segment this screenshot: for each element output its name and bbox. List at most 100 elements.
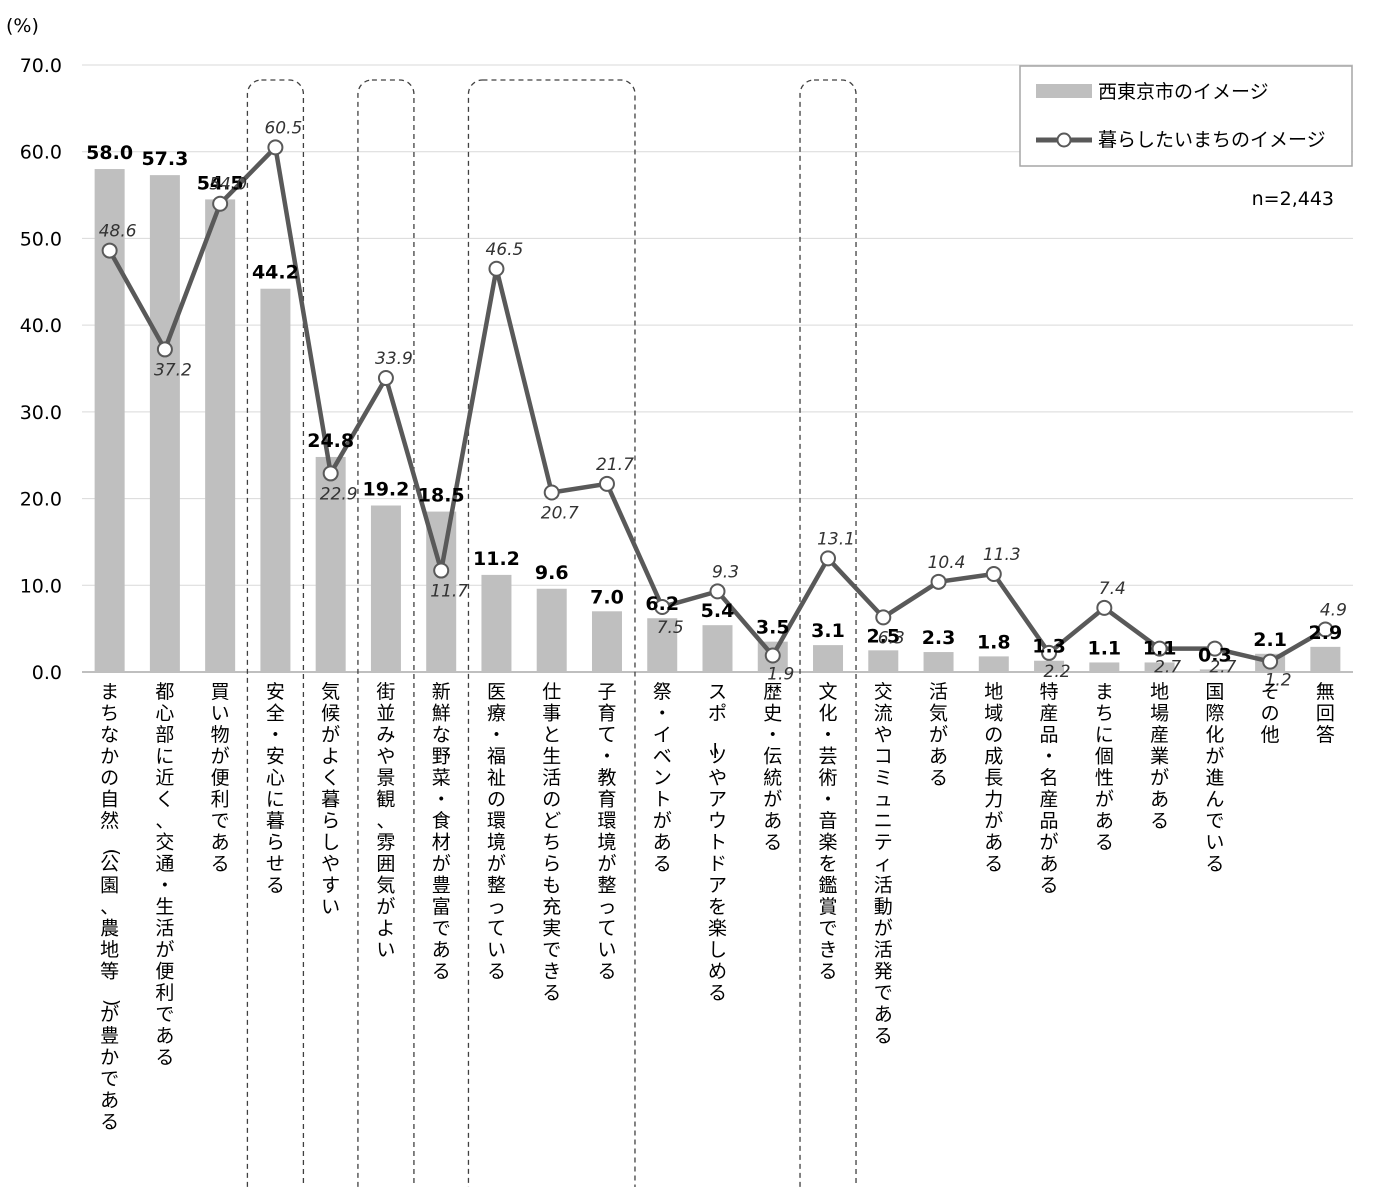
y-tick-label: 70.0 (20, 55, 62, 77)
line-marker (156, 341, 173, 358)
y-tick-label: 60.0 (20, 142, 62, 164)
bar-value-label: 2.3 (922, 627, 956, 649)
line-value-label: 1.2 (1265, 671, 1292, 691)
y-tick-label: 50.0 (20, 228, 62, 250)
category-label: 特産品・名産品がある (1040, 681, 1059, 897)
bar-value-label: 1.1 (1143, 637, 1177, 659)
line-value-label: 46.5 (486, 240, 524, 260)
line-value-label: 11.7 (430, 582, 468, 602)
bar-value-label: 5.4 (701, 600, 735, 622)
bar (1199, 669, 1230, 672)
line-value-label: 1.9 (767, 665, 794, 685)
bar-value-label: 7.0 (590, 586, 624, 608)
line-value-label: 48.6 (99, 222, 137, 242)
bar (1310, 646, 1341, 672)
line-series (101, 139, 1334, 670)
line-marker (1206, 640, 1223, 657)
line-value-label: 4.9 (1320, 601, 1347, 621)
bar-value-label: 57.3 (141, 148, 188, 170)
category-label: 文化・芸術・音楽を鑑賞できる (819, 681, 838, 983)
bar (591, 611, 622, 672)
line-value-label: 2.7 (1209, 658, 1236, 678)
line-marker (267, 139, 284, 156)
bar-value-label: 2.9 (1309, 622, 1343, 644)
highlight-box (357, 79, 415, 1187)
bar (149, 175, 180, 672)
line-value-label: 10.4 (928, 553, 966, 573)
category-label: 新鮮な野菜・食材が豊富である (432, 681, 451, 983)
bar-value-label: 54.5 (197, 172, 244, 194)
line-value-label: 21.7 (596, 455, 634, 475)
grid-lines (82, 64, 1353, 673)
bar (315, 456, 346, 672)
bar (370, 505, 401, 672)
bar-value-label: 44.2 (252, 262, 299, 284)
line-marker (598, 475, 615, 492)
category-label: 無回答 (1316, 681, 1335, 746)
legend-box (1019, 65, 1353, 167)
bar (536, 588, 567, 672)
highlight-box (799, 79, 857, 1187)
bar (868, 650, 899, 672)
category-label: 医療・福祉の環境が整っている (487, 681, 506, 983)
y-tick-label: 0.0 (32, 662, 62, 684)
bar (1144, 662, 1175, 672)
bar-value-label: 1.3 (1032, 636, 1066, 658)
category-labels: まちなかの自然(公園、農地等)が豊かである 都心部に近く、交通・生活が便利である 買… (100, 681, 1335, 1133)
line-value-label: 60.5 (264, 118, 302, 138)
line-value-label: 20.7 (541, 504, 579, 524)
bar (813, 645, 844, 672)
line-marker (322, 465, 339, 482)
category-label: 気候がよく暮らしやすい (321, 681, 340, 918)
axis: 0.0 10.0 20.0 30.0 40.0 50.0 60.0 70.0 (20, 55, 62, 684)
line-marker (709, 583, 726, 600)
line-value-label: 6.3 (878, 628, 905, 648)
line-value-label: 54.0 (209, 175, 247, 195)
category-label: まちに個性がある (1095, 681, 1114, 854)
legend: 西東京市のイメージ 暮らしたいまちのイメージ (1019, 65, 1353, 167)
bar-value-label: 24.8 (307, 430, 354, 452)
bar-value-label: 0.3 (1198, 644, 1232, 666)
line-marker (1041, 644, 1058, 661)
bar (923, 652, 954, 672)
legend-line-label: 暮らしたいまちのイメージ (1098, 129, 1326, 151)
line-marker (212, 195, 229, 212)
line-value-label: 7.5 (657, 618, 684, 638)
category-label: 地場産業がある (1150, 681, 1169, 832)
legend-bar-swatch (1036, 84, 1092, 98)
line-marker (543, 484, 560, 501)
bar (647, 618, 678, 672)
data-labels: 58.0 57.3 54.5 44.2 24.8 19.2 18.5 11.2 9.6 7.0 6.… (86, 118, 1347, 690)
line-value-label: 33.9 (375, 349, 413, 369)
category-label: その他 (1261, 681, 1280, 746)
line-marker (101, 242, 118, 259)
bar (1034, 660, 1065, 672)
category-label: 国際化が進んでいる (1205, 681, 1224, 875)
highlight-boxes (246, 79, 857, 1187)
line-value-label: 9.3 (712, 562, 739, 582)
category-label: 祭・イベントがある (653, 681, 672, 875)
y-tick-label: 20.0 (20, 489, 62, 511)
bar-value-label: 1.1 (1087, 637, 1121, 659)
category-label: 都心部に近く、交通・生活が便利である (155, 681, 174, 1069)
line-marker (488, 260, 505, 277)
y-tick-label: 30.0 (20, 402, 62, 424)
unit-label: (%) (6, 15, 39, 37)
category-label: 交流やコミュニティ活動が活発である (874, 681, 893, 1047)
category-label: 歴史・伝統がある (763, 681, 782, 854)
line-marker (377, 370, 394, 387)
line-value-label: 11.3 (983, 545, 1021, 565)
line-value-label: 13.1 (817, 529, 855, 549)
bar (260, 288, 291, 672)
line-value-label: 2.7 (1154, 658, 1181, 678)
line-marker (1151, 640, 1168, 657)
legend-line-marker (1056, 132, 1072, 148)
bar (481, 574, 512, 672)
category-label: スポーツやアウトドアを楽しめる (703, 681, 727, 1004)
highlight-box (246, 79, 305, 1187)
line-marker (930, 573, 947, 590)
legend-bar-label: 西東京市のイメージ (1098, 81, 1269, 103)
category-label: まちなかの自然(公園、農地等)が豊かである (100, 681, 123, 1133)
bar-value-label: 3.1 (811, 620, 845, 642)
